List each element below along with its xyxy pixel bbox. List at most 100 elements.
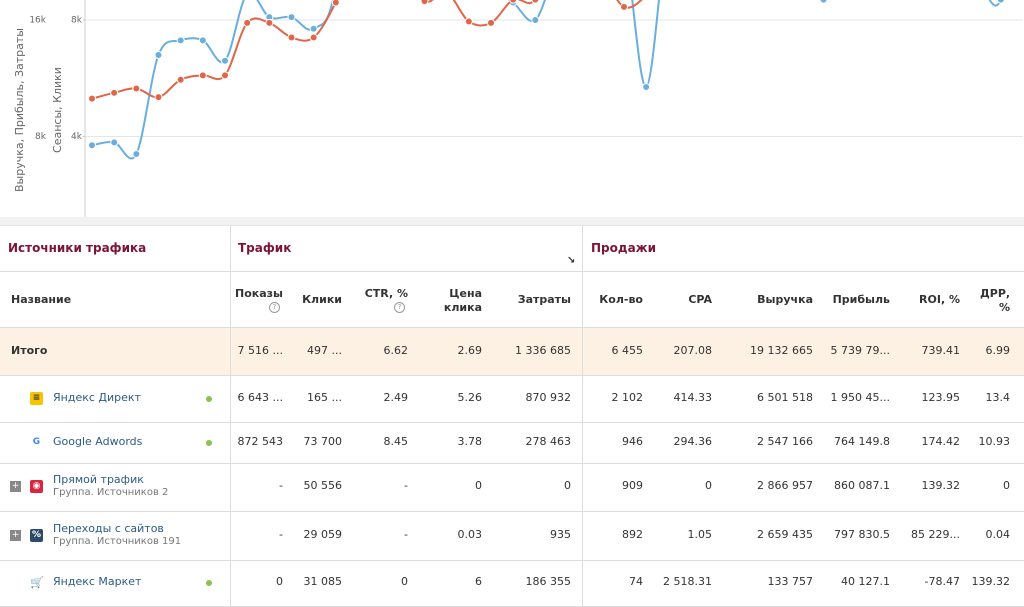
divider [582,226,583,607]
expand-button[interactable]: + [10,481,21,492]
cell: 0 [564,479,571,492]
series-line [91,0,643,100]
row-subtitle: Группа. Источников 191 [53,535,182,547]
column-header: Кол-во [599,293,643,306]
point [287,13,296,22]
row-name[interactable]: Яндекс Директ [53,390,141,404]
point [509,0,518,4]
row-name: Итого [11,343,48,357]
source-icon: % [30,528,43,542]
point [221,71,229,80]
point [309,33,318,42]
corner-arrow: ↘ [567,255,576,266]
cell: 40 127.1 [841,575,890,588]
cell: 2 102 [611,390,644,404]
help-icon[interactable]: ? [269,302,280,313]
cell: 909 [622,479,643,492]
point [88,141,96,150]
cell: 0 [475,479,482,492]
point [331,0,340,7]
point [996,0,1005,4]
cell: 165 ... [307,390,342,404]
y-tick-label: 16k [29,16,46,26]
divider [0,422,1024,423]
cell: 6 [475,575,482,588]
column-header: Цена клика [443,287,482,314]
point [243,18,252,27]
cell: 860 087.1 [834,479,890,492]
point [176,75,185,84]
cell: 6 501 518 [757,390,813,404]
point [531,16,540,24]
point [221,56,229,65]
status-dot [206,439,212,446]
cell: 892 [622,527,643,541]
y-axis-title: Выручка, Прибыль, Затраты [13,28,26,192]
cell: 133 757 [767,575,814,588]
cell: 1 336 685 [515,343,571,357]
row-name[interactable]: Яндекс Маркет [53,575,142,588]
column-header: Показы [235,287,283,300]
cell: 29 059 [303,527,343,541]
point [132,149,141,158]
source-icon: G [32,436,41,447]
cell: 0 [705,479,712,492]
divider [0,375,1024,376]
cell: 73 700 [303,434,343,448]
group-header: Продажи [591,241,657,255]
cell: 0 [276,575,283,588]
cell: - [404,527,408,541]
cell: 2.49 [383,390,409,404]
column-header: ROI, % [919,293,960,306]
cell: 1.05 [687,527,713,541]
cell: 764 149.8 [834,434,890,448]
row-name[interactable]: Google Adwords [53,434,143,448]
total-row-bg [0,328,1024,375]
column-header: Затраты [517,293,571,306]
cell: 19 132 665 [750,343,813,357]
expand-button[interactable]: + [10,529,21,541]
cell: 414.33 [673,390,713,404]
cell: 872 543 [237,434,284,448]
cell: 2.69 [457,343,483,357]
cell: - [279,527,283,541]
cell: 139.32 [971,575,1011,588]
point [620,2,628,11]
cell: 207.08 [673,343,713,357]
column-header: CPA [688,293,712,306]
source-icon: 🛒 [30,576,44,589]
help-icon[interactable]: ? [394,302,405,313]
cell: 2 659 435 [757,527,813,541]
cell: 6 643 ... [237,390,283,404]
column-header: Клики [302,293,342,306]
divider [0,225,1024,226]
point [642,82,651,91]
point [487,18,495,27]
divider [0,327,1024,328]
group-header: Источники трафика [8,241,147,255]
cell: 946 [622,434,643,448]
cell: -78.47 [924,575,960,588]
cell: 0 [401,575,408,588]
cell: 31 085 [303,575,343,588]
cell: 50 556 [303,479,343,492]
column-header: Прибыль [832,293,890,306]
point [309,24,318,33]
cell: 8.45 [383,434,409,448]
cell: 13.4 [985,390,1011,404]
row-name[interactable]: Прямой трафик [53,473,144,486]
chart: Выручка, Прибыль, Затраты Сеансы, Клики … [0,0,1024,225]
cell: 139.32 [921,479,961,492]
point [154,93,163,102]
cell: - [404,479,408,492]
cell: 174.42 [921,434,961,448]
source-icon: ≡ [30,391,43,405]
cell: 3.78 [457,434,483,448]
point [531,0,540,4]
point [265,18,274,27]
group-header: Трафик [238,241,292,255]
cell: 6 455 [611,343,644,357]
cell: 2 518.31 [663,575,712,588]
row-name[interactable]: Переходы с сайтов [53,521,164,535]
